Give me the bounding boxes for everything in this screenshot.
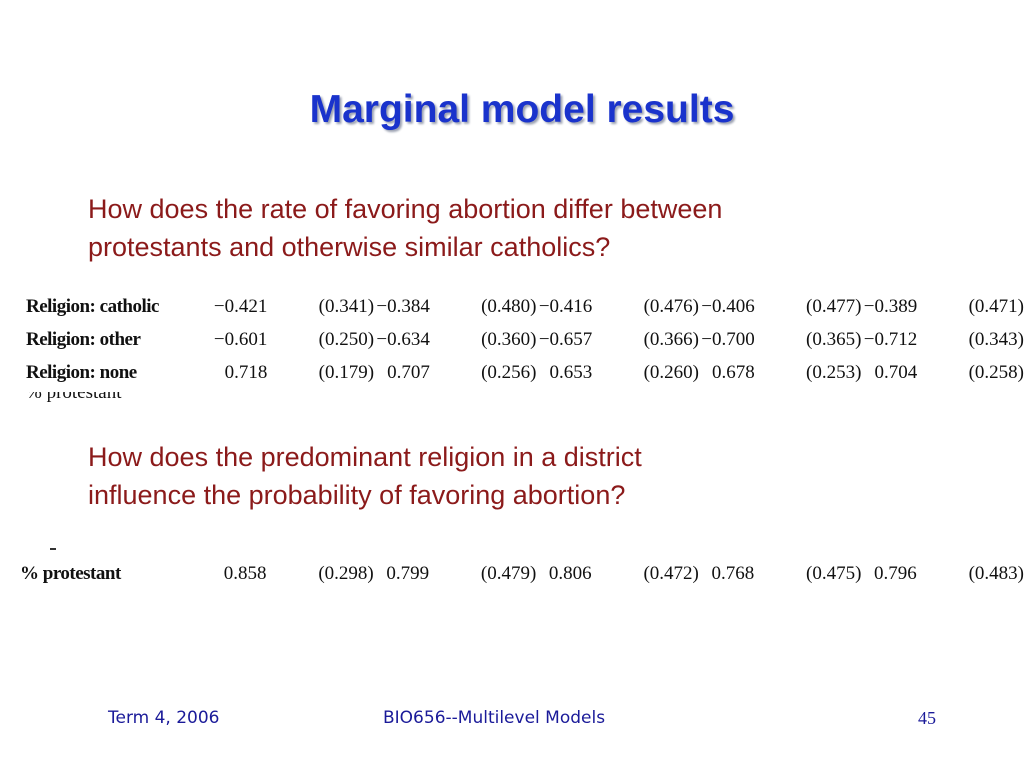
standard-error-cell: (0.256) bbox=[481, 361, 537, 383]
standard-error-cell: (0.365) bbox=[806, 328, 862, 350]
footer-course: BIO656--Multilevel Models bbox=[383, 708, 606, 728]
footer-page-number: 45 bbox=[918, 708, 936, 728]
standard-error-cell: (0.483) bbox=[968, 562, 1024, 584]
standard-error-cell: (0.471) bbox=[968, 295, 1024, 317]
question-2-line-1: How does the predominant religion in a d… bbox=[88, 442, 642, 472]
row-label: % protestant bbox=[20, 562, 121, 584]
slide-title: Marginal model results bbox=[309, 88, 735, 131]
row-label: Religion: catholic bbox=[26, 295, 159, 317]
coefficient-cell: 0.799 bbox=[386, 562, 430, 584]
question-1-line-2: protestants and otherwise similar cathol… bbox=[88, 232, 611, 262]
standard-error-cell: (0.477) bbox=[806, 295, 862, 317]
question-1: How does the rate of favoring abortion d… bbox=[88, 190, 908, 266]
standard-error-cell: (0.360) bbox=[481, 328, 537, 350]
row-label: Religion: none bbox=[26, 361, 137, 383]
coefficient-cell: −0.657 bbox=[538, 328, 593, 350]
coefficient-cell: −0.406 bbox=[701, 295, 755, 317]
question-2-line-2: influence the probability of favoring ab… bbox=[88, 480, 626, 510]
coefficient-cell: −0.634 bbox=[376, 328, 430, 350]
coefficient-cell: 0.707 bbox=[387, 361, 430, 383]
coefficient-cell: −0.389 bbox=[863, 295, 918, 317]
standard-error-cell: (0.475) bbox=[806, 562, 862, 584]
table-row: Religion: none 0.718 (0.179) 0.707 (0.256) 0.… bbox=[26, 356, 1024, 389]
standard-error-cell: (0.260) bbox=[643, 361, 699, 383]
protestant-estimates-table: % protestant 0.858 (0.298) 0.799 (0.479) 0.80… bbox=[20, 557, 1024, 590]
footer-date: Term 4, 2006 bbox=[108, 708, 220, 728]
standard-error-cell: (0.366) bbox=[643, 328, 699, 350]
standard-error-cell: (0.472) bbox=[643, 562, 699, 584]
dash-mark bbox=[50, 548, 56, 550]
coefficient-cell: 0.768 bbox=[711, 562, 755, 584]
standard-error-cell: (0.258) bbox=[968, 361, 1024, 383]
coefficient-cell: 0.704 bbox=[874, 361, 918, 383]
coefficient-cell: 0.796 bbox=[874, 562, 917, 584]
coefficient-cell: −0.712 bbox=[863, 328, 918, 350]
coefficient-cell: −0.700 bbox=[701, 328, 755, 350]
coefficient-cell: −0.601 bbox=[213, 328, 268, 350]
religion-estimates-table: Religion: catholic −0.421 (0.341) −0.384 (0.… bbox=[26, 290, 1024, 389]
question-1-line-1: How does the rate of favoring abortion d… bbox=[88, 194, 723, 224]
table-row: % protestant 0.858 (0.298) 0.799 (0.479) 0.80… bbox=[20, 557, 1024, 590]
table-row: Religion: other −0.601 (0.250) −0.634 (0.360… bbox=[26, 323, 1024, 356]
standard-error-cell: (0.250) bbox=[318, 328, 375, 350]
coefficient-cell: 0.858 bbox=[223, 562, 267, 584]
coefficient-cell: 0.718 bbox=[224, 361, 268, 383]
coefficient-cell: 0.806 bbox=[548, 562, 592, 584]
coefficient-cell: 0.678 bbox=[712, 361, 755, 383]
standard-error-cell: (0.298) bbox=[318, 562, 374, 584]
standard-error-cell: (0.179) bbox=[318, 361, 375, 383]
standard-error-cell: (0.343) bbox=[968, 328, 1024, 350]
coefficient-cell: −0.416 bbox=[538, 295, 593, 317]
coefficient-cell: −0.421 bbox=[213, 295, 268, 317]
clipped-partial-row: % protestant bbox=[0, 392, 1024, 404]
table-row: Religion: catholic −0.421 (0.341) −0.384 (0.… bbox=[26, 290, 1024, 323]
question-2: How does the predominant religion in a d… bbox=[88, 438, 848, 514]
standard-error-cell: (0.476) bbox=[643, 295, 699, 317]
standard-error-cell: (0.479) bbox=[480, 562, 537, 584]
standard-error-cell: (0.253) bbox=[806, 361, 862, 383]
standard-error-cell: (0.480) bbox=[481, 295, 537, 317]
coefficient-cell: −0.384 bbox=[376, 295, 430, 317]
coefficient-cell: 0.653 bbox=[549, 361, 593, 383]
row-label: Religion: other bbox=[26, 328, 141, 350]
standard-error-cell: (0.341) bbox=[318, 295, 375, 317]
partial-row-text: % protestant bbox=[26, 392, 122, 403]
